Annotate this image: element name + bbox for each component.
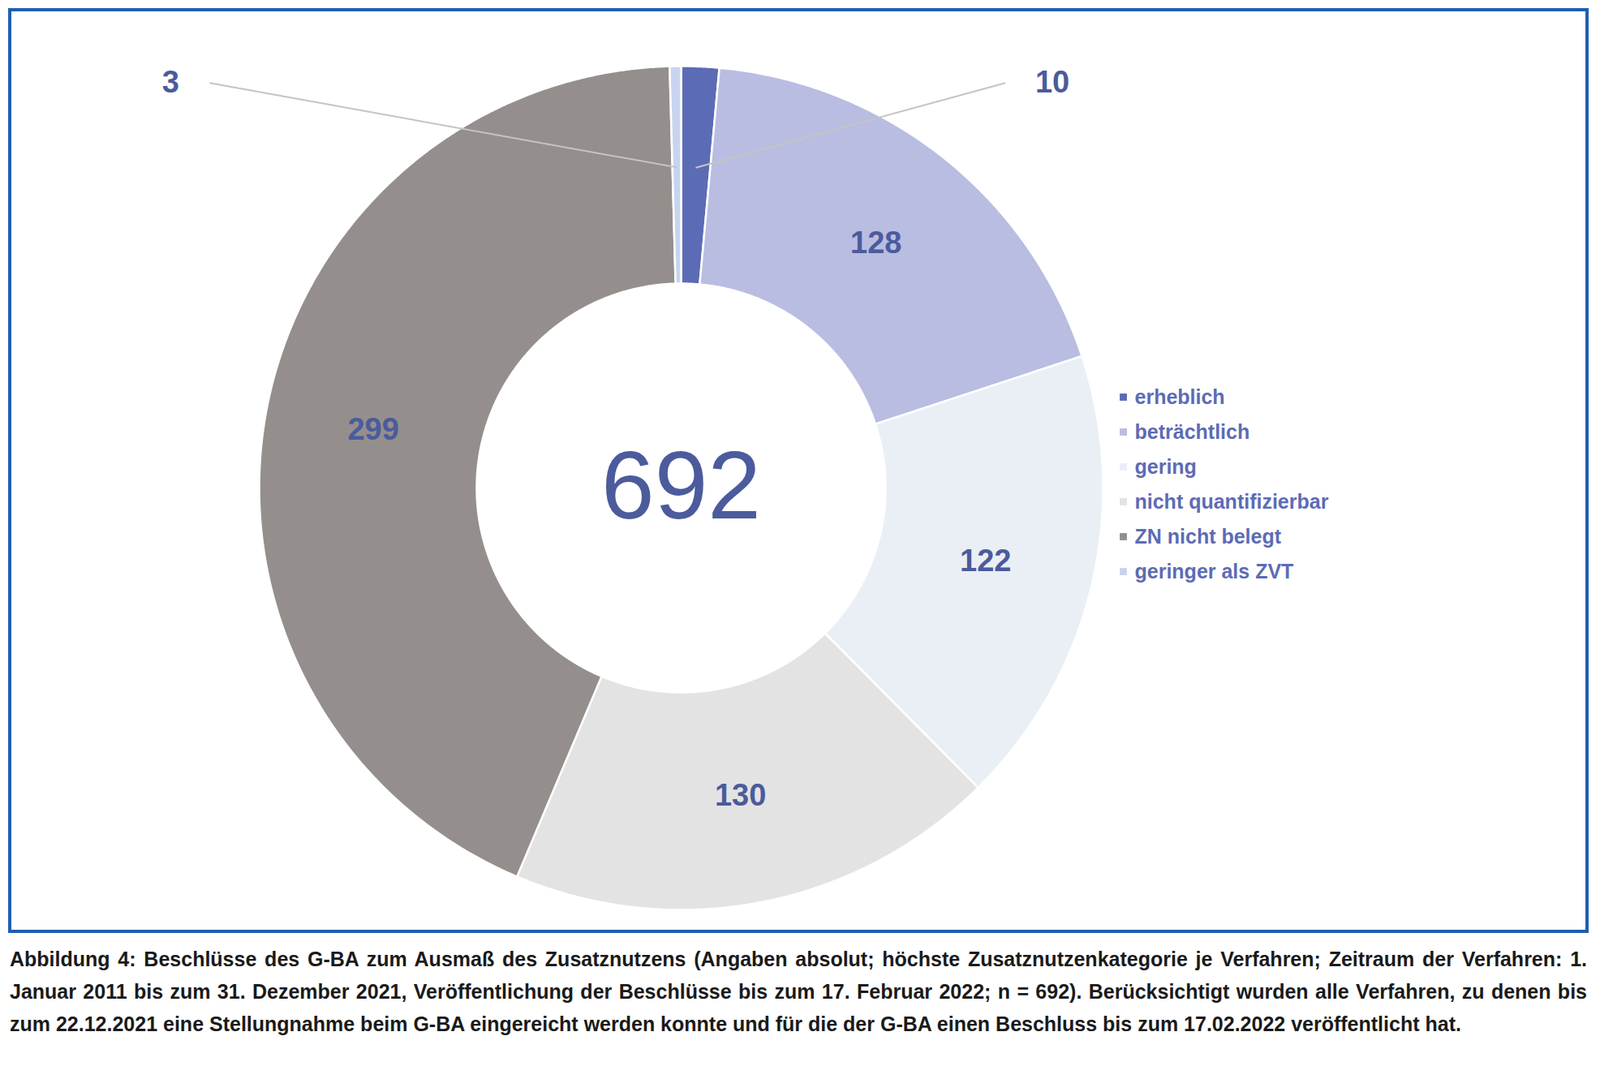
html-text:Abbildung 4: Beschlüsse des G-: Abbildung 4: Beschlüsse des G-BA zum Aus… — [9, 947, 1588, 1036]
svg-text:3: 3 — [162, 64, 180, 99]
svg-text:10: 10 — [1035, 64, 1070, 99]
svg-text:122: 122 — [959, 543, 1011, 578]
svg-text:ZN nicht belegt: ZN nicht belegt — [1135, 524, 1282, 548]
svg-text:nicht quantifizierbar: nicht quantifizierbar — [1135, 490, 1330, 513]
svg-text:gering: gering — [1135, 455, 1197, 478]
svg-text:130: 130 — [714, 778, 766, 813]
svg-text:128: 128 — [850, 225, 902, 260]
svg-text:299: 299 — [347, 412, 399, 447]
svg-text:beträchtlich: beträchtlich — [1135, 420, 1251, 444]
svg-text:erheblich: erheblich — [1135, 385, 1226, 409]
svg-text:692: 692 — [601, 431, 762, 539]
svg-text:geringer als ZVT: geringer als ZVT — [1135, 559, 1295, 583]
